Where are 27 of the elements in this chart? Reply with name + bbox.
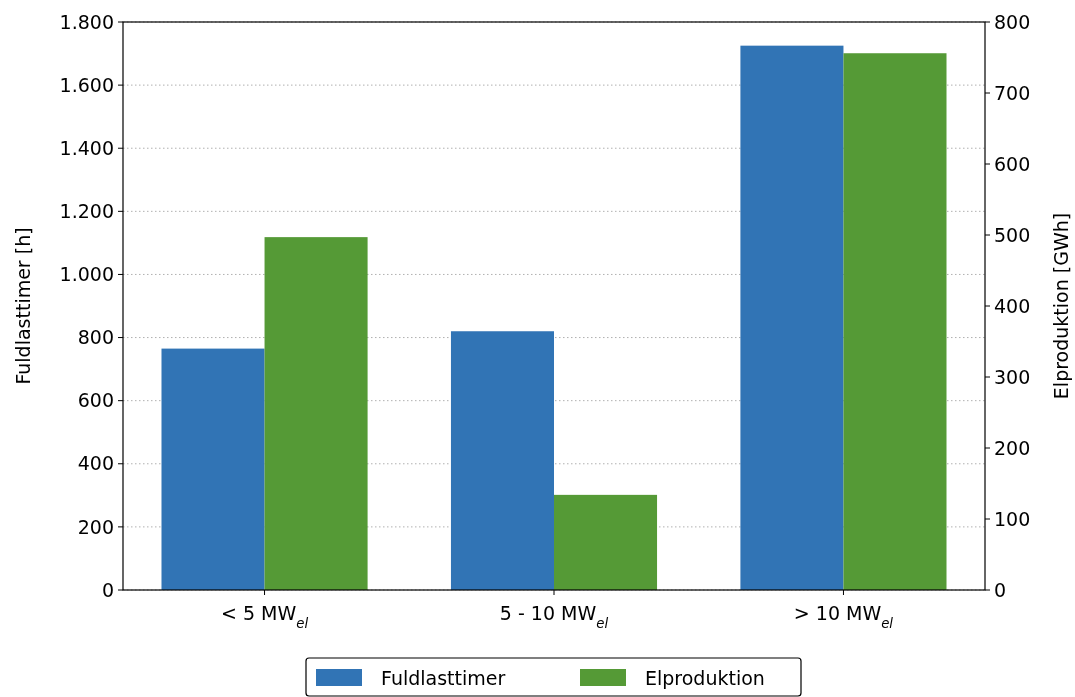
y2-tick-label: 800 [994,10,1031,33]
y-tick-label: 1.800 [59,10,114,33]
y-tick-label: 1.600 [59,73,114,96]
y-tick-label: 400 [77,452,114,475]
x-tick-label: < 5 MW$_{el}$ [220,602,309,631]
y2-tick-label: 700 [994,81,1031,104]
y2-tick-label: 300 [994,365,1031,388]
y2-tick-label: 400 [994,294,1031,317]
y-tick-label: 200 [77,515,114,538]
y-axis-title: Fuldlasttimer [h] [12,227,34,385]
y-tick-label: 800 [77,326,114,349]
y2-axis-title: Elproduktion [GWh] [1050,212,1072,400]
legend-label: Fuldlasttimer [381,666,506,689]
y-tick-label: 1.000 [59,263,114,286]
y2-tick-label: 600 [994,152,1031,175]
y-tick-label: 1.200 [59,199,114,222]
y2-tick-label: 0 [994,578,1007,601]
bar [450,331,554,590]
y-tick-label: 600 [77,389,114,412]
y2-tick-label: 500 [994,223,1031,246]
y-tick-label: 1.400 [59,136,114,159]
x-tick-label: > 10 MW$_{el}$ [793,602,894,631]
y-tick-label: 0 [101,578,114,601]
y2-tick-label: 200 [994,436,1031,459]
legend-label: Elproduktion [645,666,765,689]
y2-tick-label: 100 [994,507,1031,530]
x-tick-label: 5 - 10 MW$_{el}$ [499,602,609,631]
